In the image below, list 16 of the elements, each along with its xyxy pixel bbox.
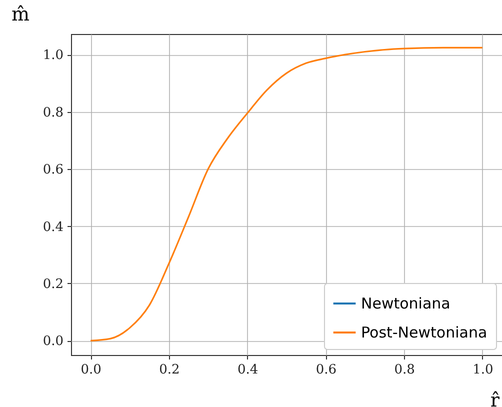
y-tick-label: 0.0 [42,334,64,350]
x-tick-label: 0.8 [394,362,415,378]
y-tick-label: 1.0 [42,48,64,64]
x-tick-label: 0.2 [159,362,180,378]
y-tick-label: 0.8 [42,105,64,120]
x-axis-title: r̂ [490,390,500,407]
legend-label: Post-Newtoniana [361,324,488,342]
x-tick-label: 0.4 [237,362,258,378]
x-tick-label: 0.0 [80,362,102,378]
x-tick-label: 1.0 [472,362,494,378]
x-tick-label: 0.6 [316,362,337,378]
legend-label: Newtoniana [361,294,450,312]
y-tick-label: 0.6 [42,162,64,178]
y-tick-label: 0.2 [42,276,64,292]
y-axis-title: m̂ [12,4,30,26]
y-tick-label: 0.4 [42,220,64,235]
